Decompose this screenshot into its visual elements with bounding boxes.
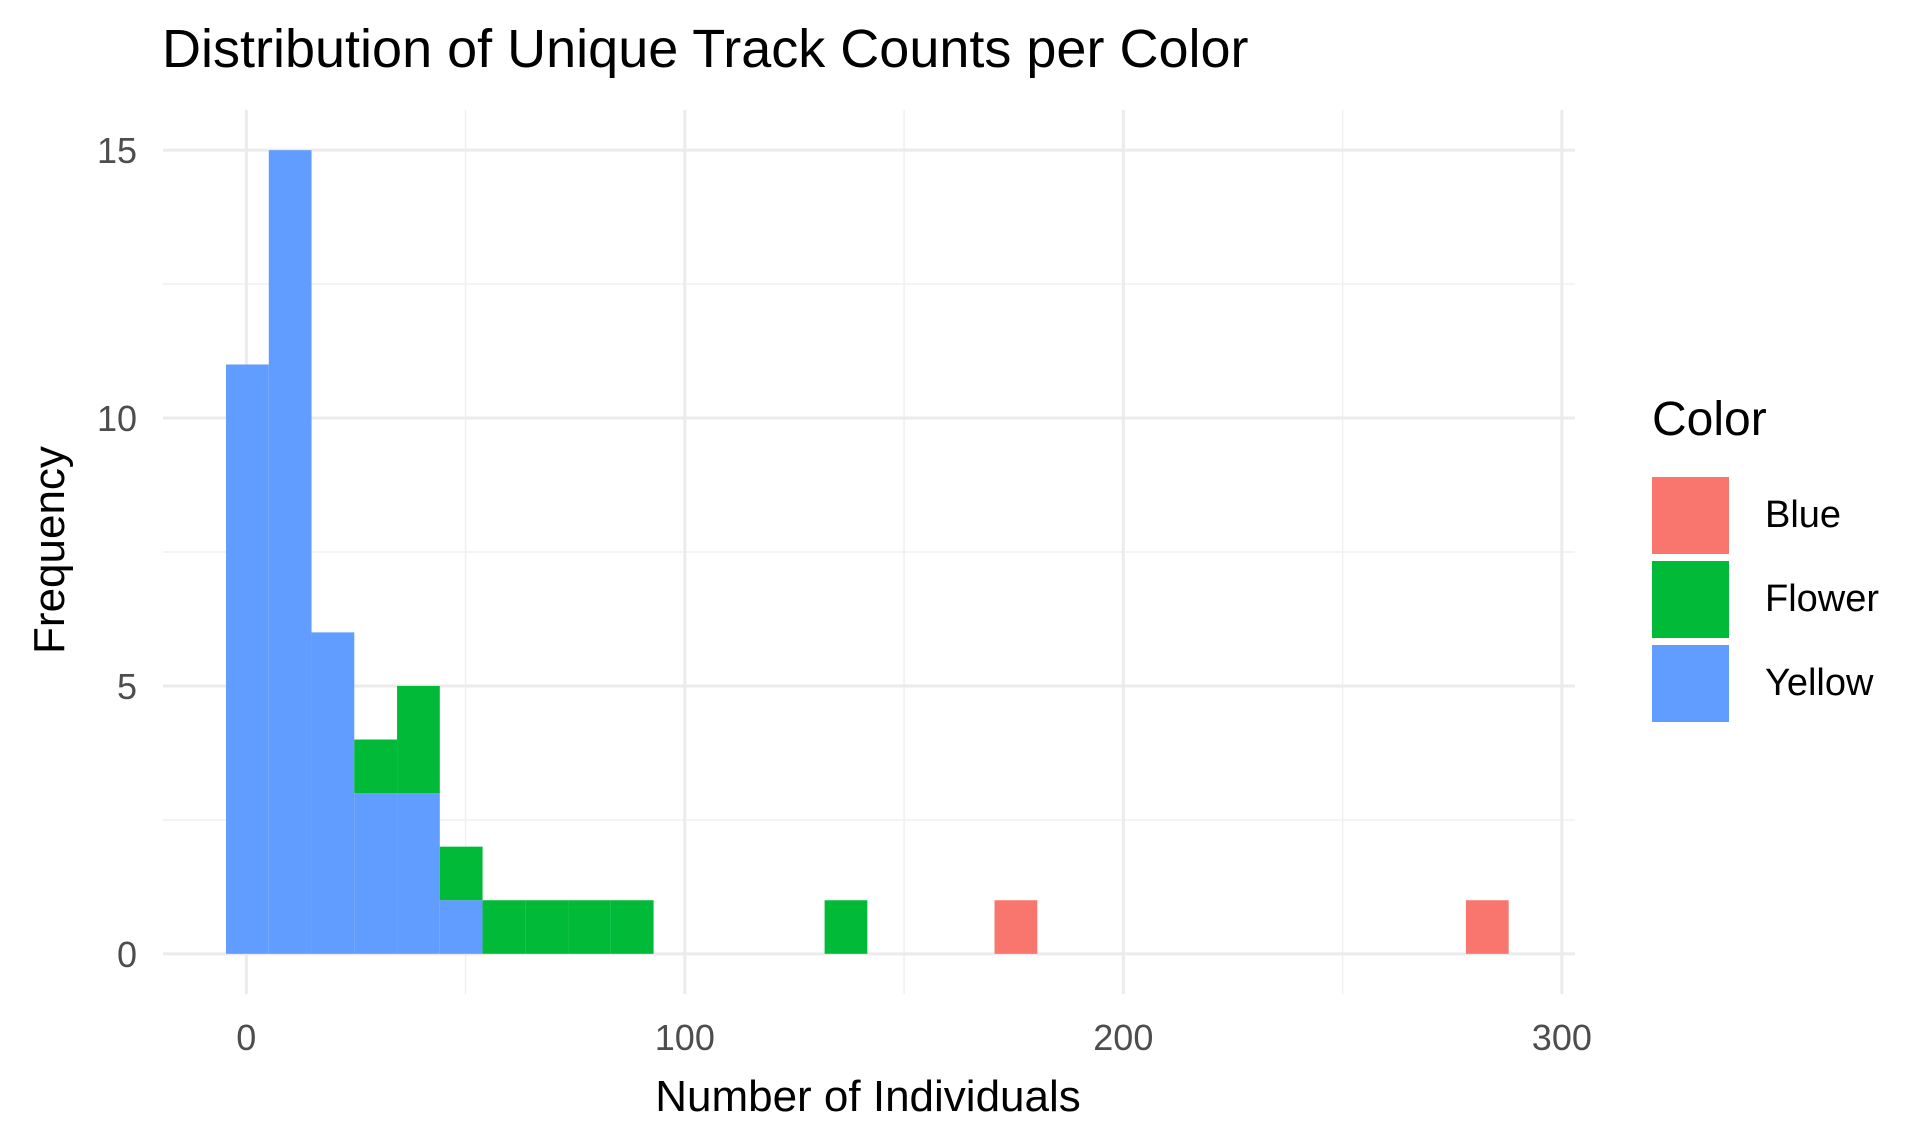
y-tick-label: 0 <box>117 934 137 975</box>
x-tick-label: 300 <box>1532 1017 1592 1058</box>
bar-yellow <box>397 793 440 954</box>
chart-title: Distribution of Unique Track Counts per … <box>162 19 1249 79</box>
bar-flower <box>568 900 611 954</box>
legend-swatch-flower <box>1652 560 1729 638</box>
legend-title: Color <box>1652 393 1767 446</box>
bar-yellow <box>311 632 355 954</box>
x-tick-label: 100 <box>655 1017 715 1058</box>
bar-blue <box>1465 900 1509 954</box>
bar-yellow <box>226 364 269 954</box>
x-tick-label: 0 <box>236 1017 256 1058</box>
legend: Color Blue Flower Yellow <box>1652 392 1879 725</box>
y-tick-label: 5 <box>117 666 137 707</box>
bar-blue <box>994 900 1038 954</box>
bar-flower <box>354 739 398 794</box>
bar-flower <box>397 685 440 794</box>
bar-flower <box>482 900 526 954</box>
bar-flower <box>525 900 569 954</box>
legend-swatch-blue <box>1652 476 1729 554</box>
legend-item-blue: Blue <box>1652 473 1879 557</box>
bar-yellow <box>354 793 398 954</box>
legend-swatch-yellow <box>1652 644 1729 722</box>
legend-item-flower: Flower <box>1652 557 1879 641</box>
legend-label-flower: Flower <box>1765 577 1880 620</box>
x-axis-ticks: 0 100 200 300 <box>236 1017 1592 1058</box>
bar-yellow <box>268 150 312 954</box>
y-axis-label: Frequency <box>25 446 74 654</box>
bar-flower <box>439 846 483 901</box>
y-axis-ticks: 0 5 10 15 <box>97 130 137 975</box>
legend-label-yellow: Yellow <box>1765 661 1874 704</box>
histogram-bars <box>226 150 1509 954</box>
bar-yellow <box>439 900 483 954</box>
x-tick-label: 200 <box>1093 1017 1153 1058</box>
x-axis-label: Number of Individuals <box>655 1072 1081 1121</box>
legend-item-yellow: Yellow <box>1652 641 1879 725</box>
y-tick-label: 10 <box>97 398 137 439</box>
y-tick-label: 15 <box>97 130 137 171</box>
bar-flower <box>610 900 654 954</box>
bar-flower <box>824 900 868 954</box>
legend-label-blue: Blue <box>1765 493 1842 536</box>
